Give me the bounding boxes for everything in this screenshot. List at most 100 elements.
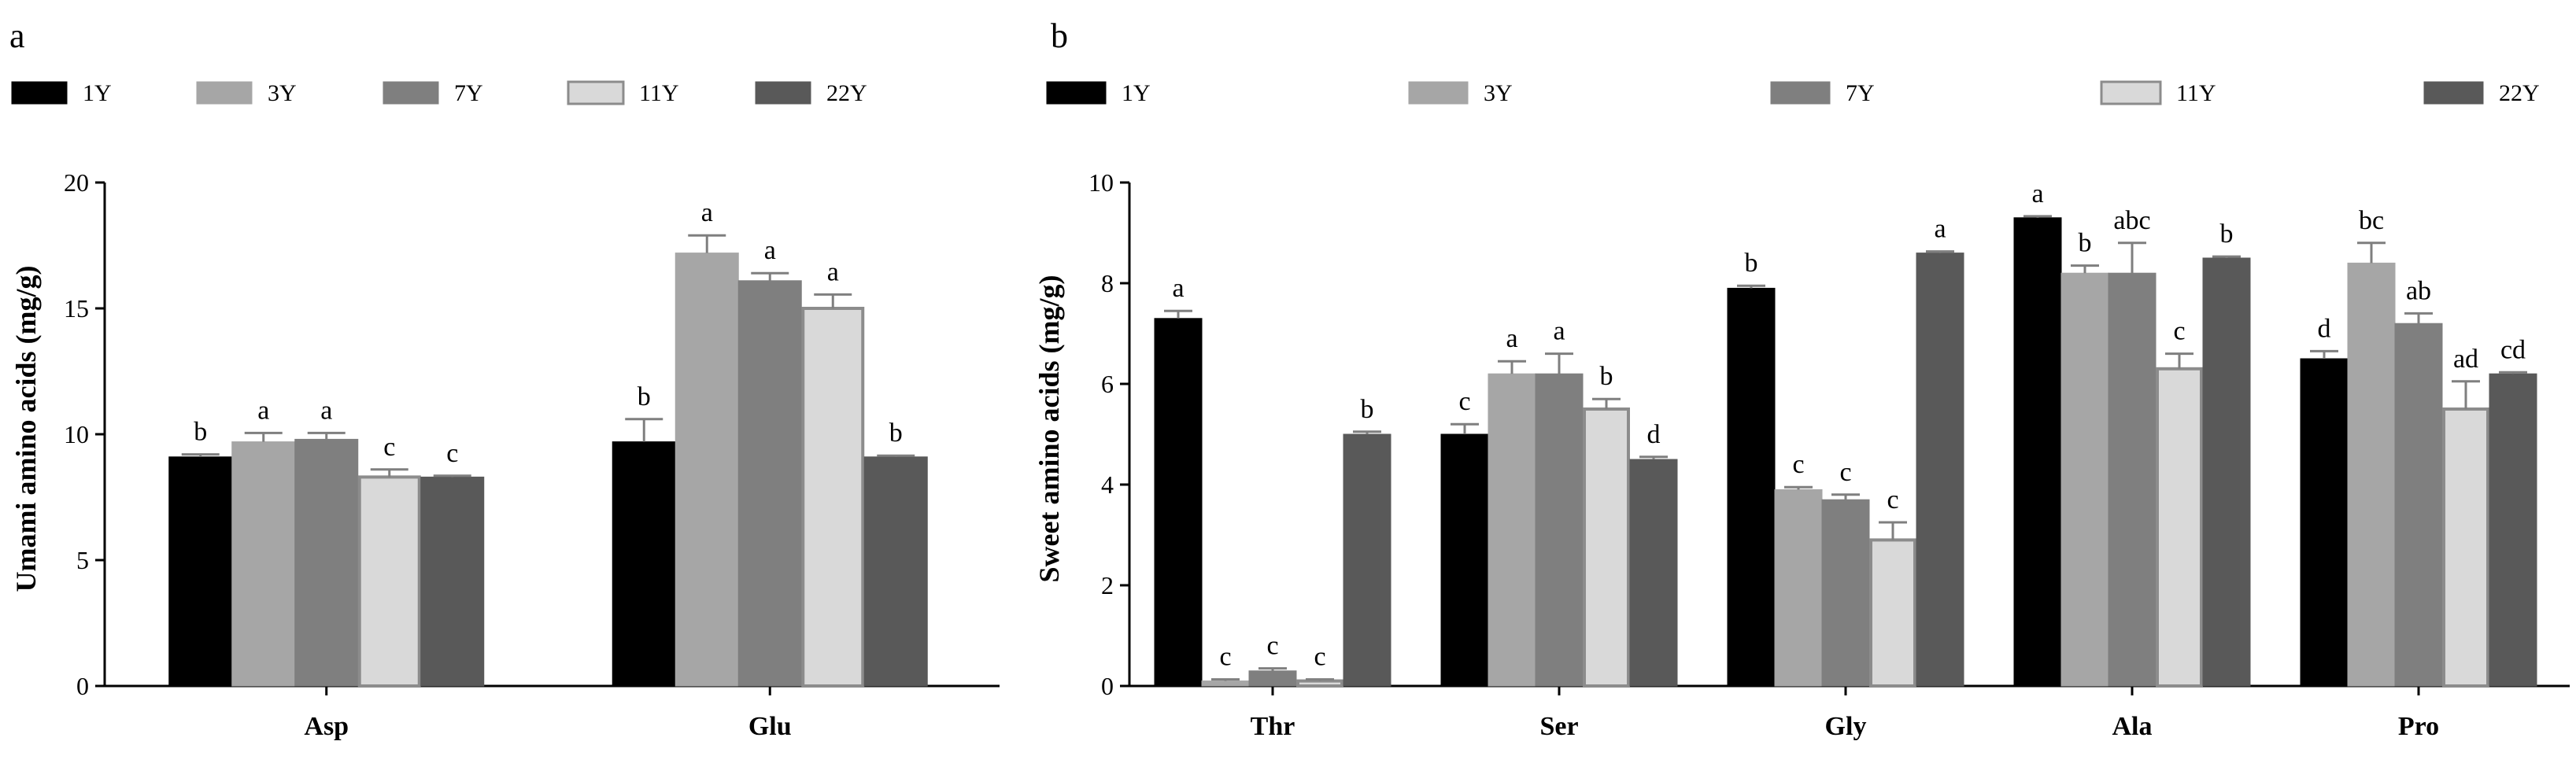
panel-a-y-tick-label: 0: [76, 672, 89, 700]
panel-a-y-tick-label: 15: [64, 294, 89, 323]
panel-b-x-tick-label-ala: Ala: [2112, 712, 2153, 741]
panel-a-legend-label-22y: 22Y: [826, 80, 867, 106]
panel-b-x-tick-label-ser: Ser: [1539, 712, 1578, 741]
panel-a-bar-asp-3y-significance-letter: a: [257, 396, 269, 425]
panel-b-legend-label-7y: 7Y: [1846, 80, 1875, 106]
panel-b-legend-label-1y: 1Y: [1122, 80, 1151, 106]
panel-b-bar-pro-11y: [2442, 407, 2489, 688]
panel-b-bar-ala-22y: [2202, 257, 2251, 687]
panel-b-bar-pro-22y-significance-letter: cd: [2500, 335, 2526, 364]
panel-a-y-axis-label: Umami amino acids (mg/g): [10, 266, 42, 592]
panel-b-y-tick-label: 4: [1101, 470, 1114, 499]
panel-a-bar-glu-1y: [612, 441, 676, 687]
panel-a-legend-label-3y: 3Y: [268, 80, 297, 106]
panel-b-bar-gly-11y: [1869, 538, 1916, 688]
panel-b-bar-ala-3y: [2060, 272, 2109, 687]
panel-a-bar-asp-1y: [168, 456, 233, 687]
panel-a-bar-glu-3y: [674, 253, 739, 687]
panel-a-bar-glu-7y-significance-letter: a: [764, 236, 776, 265]
panel-b-bar-ala-11y: [2156, 367, 2203, 688]
panel-b-bar-pro-22y: [2489, 373, 2537, 687]
panel-b-bar-ala-22y-significance-letter: b: [2220, 219, 2234, 249]
panel-b-bar-thr-1y-significance-letter: a: [1172, 274, 1184, 303]
panel-b-bar-ser-1y-significance-letter: c: [1458, 387, 1470, 416]
panel-a-bar-glu-3y-significance-letter: a: [701, 198, 713, 227]
panel-a-legend-swatch-3y: [196, 81, 253, 105]
panel-b-bar-pro-11y-significance-letter: ad: [2453, 345, 2478, 374]
panel-b-bar-thr-7y-significance-letter: c: [1266, 632, 1278, 661]
panel-a-bar-asp-11y-significance-letter: c: [383, 433, 395, 462]
panel-b-y-tick-label: 0: [1101, 672, 1114, 700]
panel-a-bar-asp-22y-significance-letter: c: [446, 439, 458, 468]
panel-b-bar-gly-22y-significance-letter: a: [1934, 215, 1946, 244]
panel-a-y-tick-label: 5: [76, 546, 89, 574]
panel-b-bar-pro-1y: [2300, 358, 2349, 687]
panel-a-y-tick-label: 10: [64, 420, 89, 448]
panel-b-bar-gly-1y: [1727, 287, 1776, 687]
panel-b-bar-ser-11y-significance-letter: b: [1600, 362, 1613, 391]
panel-a-bar-glu-11y-significance-letter: a: [827, 257, 839, 286]
panel-a-bar-asp-22y: [420, 476, 485, 687]
panel-b-bar-ala-7y: [2108, 272, 2157, 687]
panel-b-bar-pro-7y-significance-letter: ab: [2406, 276, 2431, 305]
panel-b-bar-ser-3y: [1488, 373, 1536, 687]
panel-a-legend-swatch-7y: [383, 81, 439, 105]
panel-a-bar-glu-22y-significance-letter: b: [889, 419, 903, 448]
panel-b-bar-gly-3y: [1774, 489, 1823, 687]
panel-b-bar-pro-3y-significance-letter: bc: [2359, 206, 2384, 235]
panel-a-bar-glu-11y: [801, 307, 865, 688]
panel-b-bar-thr-3y-significance-letter: c: [1219, 643, 1231, 672]
panel-b-legend-swatch-1y: [1046, 81, 1107, 105]
panel-b-legend-label-22y: 22Y: [2499, 80, 2540, 106]
panel-b-bar-thr-11y-significance-letter: c: [1314, 643, 1325, 672]
panel-a-bar-asp-1y-significance-letter: b: [194, 418, 207, 447]
panel-b-letter: b: [1051, 17, 1068, 55]
panel-a-letter: a: [9, 17, 25, 55]
panel-b-bar-ser-7y: [1535, 373, 1584, 687]
panel-b-bar-ala-11y-significance-letter: c: [2173, 317, 2185, 346]
panel-b-y-tick-label: 2: [1101, 571, 1114, 599]
panel-b-legend-swatch-22y: [2423, 81, 2484, 105]
panel-b-bar-pro-3y: [2347, 262, 2396, 687]
panel-b-bar-thr-11y: [1296, 679, 1343, 688]
panel-b-legend-label-3y: 3Y: [1484, 80, 1513, 106]
panel-b-bar-gly-11y-significance-letter: c: [1887, 485, 1898, 514]
panel-b-x-tick-label-thr: Thr: [1251, 712, 1295, 741]
panel-a-plot: 0 5 10 15 20 Asp b a a c c Glu b a a a b: [64, 168, 1000, 741]
panel-b-bar-thr-22y-significance-letter: b: [1361, 395, 1374, 424]
panel-a-legend-swatch-1y: [11, 81, 68, 105]
panel-b-x-tick-label-gly: Gly: [1825, 712, 1867, 741]
panel-b-bar-gly-7y-significance-letter: c: [1839, 458, 1851, 487]
panel-b-y-axis-label: Sweet amino acids (mg/g): [1033, 275, 1065, 583]
panel-a-bar-asp-7y-significance-letter: a: [320, 396, 332, 425]
panel-b-bar-thr-7y: [1248, 670, 1297, 687]
panel-a-bar-glu-7y: [737, 280, 802, 687]
panel-b-legend-swatch-11y: [2100, 80, 2162, 105]
panel-a-legend-swatch-22y: [755, 81, 811, 105]
panel-b-bar-gly-7y: [1821, 499, 1870, 687]
panel-a-bar-asp-3y: [231, 441, 296, 687]
panel-b-bar-pro-1y-significance-letter: d: [2318, 314, 2331, 343]
panel-b-bar-ser-22y: [1629, 459, 1678, 687]
panel-b-bar-gly-3y-significance-letter: c: [1792, 450, 1804, 479]
panel-b-x-tick-label-pro: Pro: [2398, 712, 2439, 741]
panel-b-legend-label-11y: 11Y: [2176, 80, 2216, 106]
panel-b-legend-swatch-7y: [1770, 81, 1831, 105]
panel-b-bar-ser-1y: [1440, 433, 1489, 687]
panel-a-bar-asp-7y: [294, 438, 359, 687]
panel-b-bar-ala-1y-significance-letter: a: [2031, 179, 2043, 208]
panel-b-bar-thr-1y: [1154, 318, 1203, 687]
panel-b-y-tick-label: 10: [1088, 168, 1114, 197]
panel-b-bar-gly-1y-significance-letter: b: [1745, 249, 1758, 278]
legend-panel-a: 1Y 3Y 7Y 11Y 22Y: [11, 80, 867, 106]
panel-b-bar-thr-3y: [1201, 680, 1250, 687]
panel-a-x-tick-label-asp: Asp: [304, 712, 349, 741]
panel-a-legend-label-7y: 7Y: [454, 80, 483, 106]
panel-b-bar-ser-7y-significance-letter: a: [1553, 317, 1565, 346]
panel-b-bar-thr-22y: [1343, 433, 1391, 687]
panel-a-legend-label-11y: 11Y: [639, 80, 679, 106]
panel-a-x-tick-label-glu: Glu: [748, 712, 792, 741]
panel-b-bar-gly-22y: [1916, 253, 1964, 687]
